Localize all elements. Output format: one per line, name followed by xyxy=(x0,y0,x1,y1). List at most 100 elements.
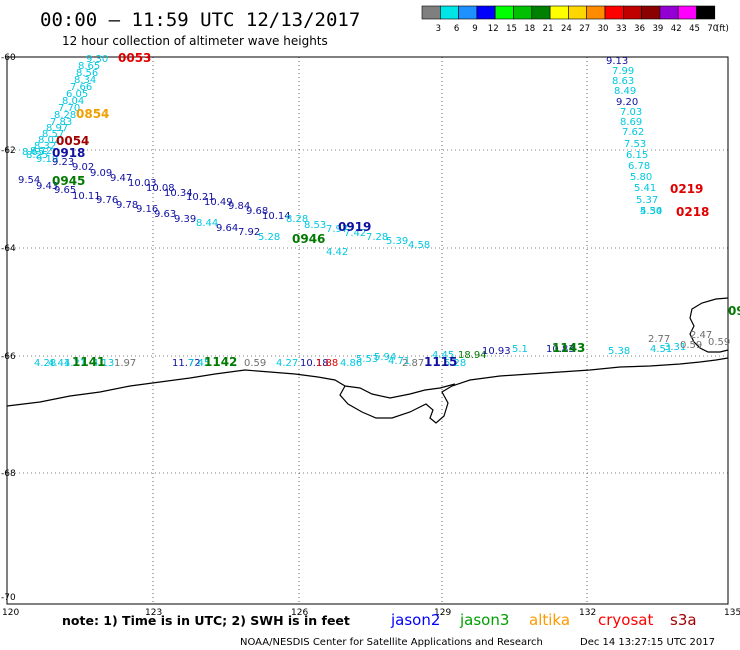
wave-height-value: 8.28 xyxy=(286,214,308,225)
legend-bin-label: 33 xyxy=(616,24,627,34)
legend-swatch xyxy=(549,5,569,20)
wave-height-value: 6.05 xyxy=(66,89,88,100)
coastline xyxy=(6,297,729,424)
wave-height-value: 8.02 xyxy=(38,135,60,146)
pass-time-label: 0945 xyxy=(52,174,85,188)
wave-height-value: 9.78 xyxy=(116,200,138,211)
wave-height-value: 9.76 xyxy=(96,195,118,206)
map-subtitle: 12 hour collection of altimeter wave hei… xyxy=(62,34,328,48)
legend-unit: (ft) xyxy=(716,24,729,34)
wave-height-value: 9.47 xyxy=(110,173,132,184)
legend-bin-label: 42 xyxy=(671,24,682,34)
wave-height-value: 10.93 xyxy=(482,346,511,357)
legend-bin-label: 15 xyxy=(506,24,517,34)
footer-note: note: 1) Time is in UTC; 2) SWH is in fe… xyxy=(62,613,350,628)
pass-time-label: 0218 xyxy=(676,205,709,219)
legend-swatch xyxy=(677,5,697,20)
wave-height-value: 9.39 xyxy=(174,214,196,225)
wave-height-value: 8.72 xyxy=(30,146,52,157)
pass-time-label: 1143 xyxy=(552,341,585,355)
wave-height-value: 7.42 xyxy=(344,228,366,239)
graticule xyxy=(7,57,728,604)
pass-time-label: 0854 xyxy=(76,107,109,121)
wave-height-value: 18.94 xyxy=(458,350,487,361)
wave-height-value: 7.83 xyxy=(50,117,72,128)
wave-height-value: 1.97 xyxy=(114,358,136,369)
wave-height-value: 7.70 xyxy=(58,103,80,114)
wave-height-value: 4.86 xyxy=(340,358,362,369)
wave-height-value: 11.72 xyxy=(172,358,201,369)
lat-label: -68 xyxy=(1,469,16,479)
wave-height-value: 5.41 xyxy=(634,183,656,194)
wave-height-value: 8.32 xyxy=(34,141,56,152)
latitude-labels: -60 -62 -64 -66 -68 -70 xyxy=(1,53,16,603)
wave-height-value: 10.11 xyxy=(72,191,101,202)
wave-height-value: 4.27 xyxy=(276,358,298,369)
color-legend: 3 6 9 12 15 18 21 24 27 30 33 36 39 42 45 70 xyxy=(421,5,718,34)
wave-height-value: 7.62 xyxy=(622,127,644,138)
pass-time-label: 0054 xyxy=(56,134,89,148)
wave-height-value: 8.69 xyxy=(620,117,642,128)
wave-height-value: 8.97 xyxy=(46,123,68,134)
wave-height-value: 8.44 xyxy=(196,218,218,229)
pass-time-label: 09 xyxy=(728,304,740,318)
wave-height-value: 9.20 xyxy=(616,97,638,108)
wave-height-value: 9.65 xyxy=(54,185,76,196)
legend-swatch xyxy=(531,5,551,20)
wave-height-value: 9.43 xyxy=(36,181,58,192)
wave-height-value: 10.34 xyxy=(164,188,193,199)
legend-swatch xyxy=(439,5,459,20)
legend-sat-jason2: jason2 xyxy=(390,611,440,629)
legend-bin-label: 70 xyxy=(707,24,718,34)
wave-height-value: 6.15 xyxy=(626,150,648,161)
legend-bin-label: 36 xyxy=(634,24,645,34)
lon-label: 123 xyxy=(145,608,162,618)
legend-bin-label: 3 xyxy=(436,24,441,34)
wave-height-value: 7.28 xyxy=(366,232,388,243)
wave-height-value: 10.83 xyxy=(546,344,575,355)
wave-height-value: 0.59 xyxy=(708,337,730,348)
wave-height-value: 4.30 xyxy=(640,206,662,217)
longitude-labels: 120 123 126 129 132 135 xyxy=(2,608,740,618)
legend-bin-label: 27 xyxy=(579,24,590,34)
wave-height-value: 9.84 xyxy=(228,201,250,212)
lon-label: 132 xyxy=(579,608,596,618)
wave-height-value: 9.63 xyxy=(154,209,176,220)
lon-label: 120 xyxy=(2,608,19,618)
wave-height-value: 8.65 xyxy=(22,147,44,158)
pass-time-label: 0918 xyxy=(52,146,85,160)
wave-height-value: 5.53 xyxy=(356,354,378,365)
wave-height-value: 7.97 xyxy=(326,224,348,235)
wave-height-value: 8.49 xyxy=(614,86,636,97)
wave-height-value: 4.42 xyxy=(326,247,348,258)
wave-height-value: 5.39 xyxy=(386,236,408,247)
legend-swatch xyxy=(458,5,478,20)
wave-height-value: 8.28 xyxy=(54,110,76,121)
wave-height-observations: 9.308.658.568.347.666.058.047.708.287.83… xyxy=(18,54,730,369)
wave-height-value: 4.28 xyxy=(34,358,56,369)
legend-bin-label: 39 xyxy=(652,24,663,34)
legend-bin-label: 45 xyxy=(689,24,700,34)
wave-height-value: 4.58 xyxy=(408,240,430,251)
pass-time-label: 1142 xyxy=(204,355,237,369)
wave-height-value: 7.66 xyxy=(70,82,92,93)
wave-height-value: 3.31 xyxy=(664,342,686,353)
legend-sat-cryosat: cryosat xyxy=(598,611,653,629)
wave-height-value: 8.04 xyxy=(62,96,84,107)
legend-swatch xyxy=(622,5,642,20)
generated-timestamp: Dec 14 13:27:15 UTC 2017 xyxy=(580,637,715,648)
wave-height-value: 7.53 xyxy=(624,139,646,150)
legend-swatch xyxy=(696,5,716,20)
wave-height-value: 10.21 xyxy=(186,192,215,203)
wave-height-value: 10.08 xyxy=(146,183,175,194)
wave-height-value: 5.94 xyxy=(374,352,396,363)
wave-height-value: 9.09 xyxy=(90,168,112,179)
wave-height-value: 2.87 xyxy=(402,358,424,369)
lat-label: -62 xyxy=(1,146,16,156)
legend-swatch xyxy=(494,5,514,20)
legend-swatch xyxy=(604,5,624,20)
wave-height-value: 7.45 xyxy=(188,358,210,369)
wave-height-value: 8.25 xyxy=(26,150,48,161)
legend-swatch xyxy=(641,5,661,20)
